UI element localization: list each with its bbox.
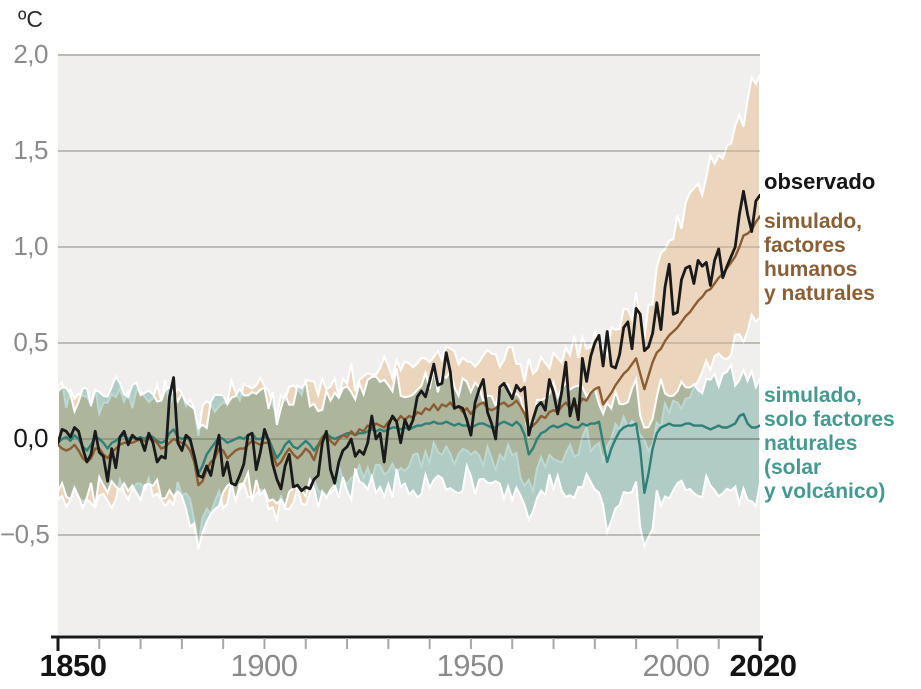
legend-simulated-natural-only: simulado, solo factores naturales (solar… <box>764 384 895 503</box>
legend-observed: observado <box>764 169 876 194</box>
x-tick-label-1900: 1900 <box>230 648 298 683</box>
y-tick-label: 0,5 <box>13 326 48 357</box>
y-tick-label: 1,0 <box>13 230 48 261</box>
band-natural-only-outline <box>58 362 760 550</box>
y-axis-unit-label: ºC <box>18 6 44 32</box>
x-tick-label-2000: 2000 <box>642 648 710 683</box>
x-tick-label-1950: 1950 <box>436 648 504 683</box>
line-observed <box>58 189 760 493</box>
y-tick-label: 1,5 <box>13 134 48 165</box>
y-tick-label: −0,5 <box>0 518 50 549</box>
y-tick-label-zero: 0,0 <box>13 422 48 453</box>
y-tick-label: 2,0 <box>13 38 48 69</box>
band-natural-only <box>58 365 760 550</box>
line-human-natural <box>58 215 760 487</box>
x-tick-label-1850: 1850 <box>39 648 107 683</box>
x-tick-label-2020: 2020 <box>729 648 797 683</box>
legend-simulated-human-natural: simulado, factores humanos y naturales <box>764 210 875 305</box>
